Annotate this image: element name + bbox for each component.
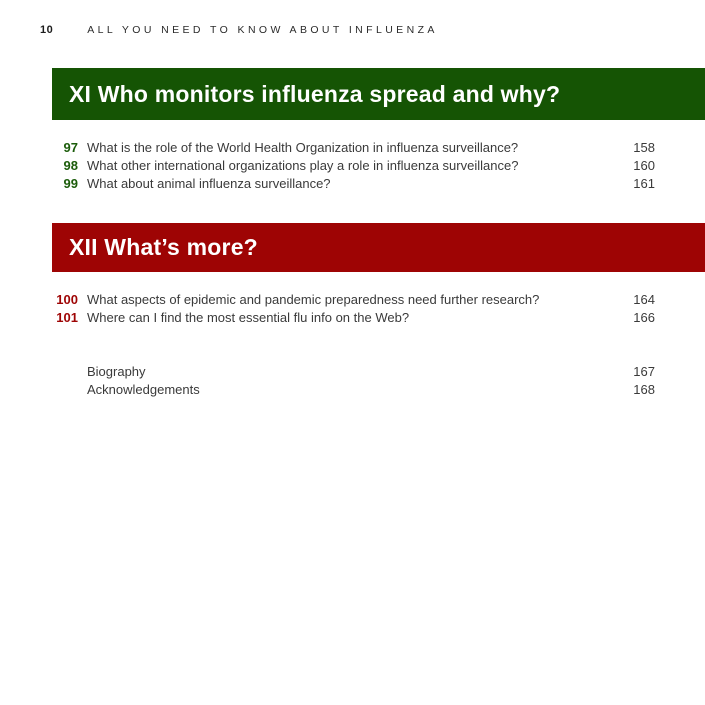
back-matter-entry: Biography 167 xyxy=(52,363,655,381)
toc-entry: 97 What is the role of the World Health … xyxy=(52,139,655,157)
toc-entry: 99 What about animal influenza surveilla… xyxy=(52,175,655,193)
toc-entry-question: Where can I find the most essential flu … xyxy=(87,310,410,325)
toc-entry-page: 166 xyxy=(633,310,655,325)
book-title: ALL YOU NEED TO KNOW ABOUT INFLUENZA xyxy=(87,24,438,36)
toc-section-xii: 100 What aspects of epidemic and pandemi… xyxy=(52,291,655,327)
toc-entry-question: What is the role of the World Health Org… xyxy=(87,140,519,155)
toc-entry-question: What about animal influenza surveillance… xyxy=(87,176,331,191)
toc-entry-question: What other international organizations p… xyxy=(87,158,519,173)
section-banner-xii: XII What’s more? xyxy=(52,223,705,272)
back-matter-label: Biography xyxy=(87,364,146,379)
toc-entry-number: 98 xyxy=(63,158,78,173)
toc-entry-page: 161 xyxy=(633,176,655,191)
section-title-xi: XI Who monitors influenza spread and why… xyxy=(69,80,561,107)
toc-entry-page: 158 xyxy=(633,140,655,155)
toc-entry: 100 What aspects of epidemic and pandemi… xyxy=(52,291,655,309)
section-title-xii: XII What’s more? xyxy=(69,234,258,260)
toc-entry: 101 Where can I find the most essential … xyxy=(52,309,655,327)
toc-entry: 98 What other international organization… xyxy=(52,157,655,175)
back-matter-page: 167 xyxy=(633,364,655,379)
page-number: 10 xyxy=(40,24,54,36)
toc-entry-page: 160 xyxy=(633,158,655,173)
back-matter-label: Acknowledgements xyxy=(87,382,200,397)
toc-entry-question: What aspects of epidemic and pandemic pr… xyxy=(87,292,540,307)
toc-entry-number: 100 xyxy=(56,292,78,307)
toc-entry-number: 99 xyxy=(63,176,78,191)
running-header: 10 ALL YOU NEED TO KNOW ABOUT INFLUENZA xyxy=(40,24,655,36)
section-banner-xi: XI Who monitors influenza spread and why… xyxy=(52,68,705,120)
back-matter-page: 168 xyxy=(633,382,655,397)
toc-section-xi: 97 What is the role of the World Health … xyxy=(52,139,655,193)
toc-entry-number: 101 xyxy=(56,310,78,325)
back-matter-entry: Acknowledgements 168 xyxy=(52,381,655,399)
toc-entry-page: 164 xyxy=(633,292,655,307)
back-matter: Biography 167 Acknowledgements 168 xyxy=(52,363,655,399)
toc-entry-number: 97 xyxy=(63,140,78,155)
